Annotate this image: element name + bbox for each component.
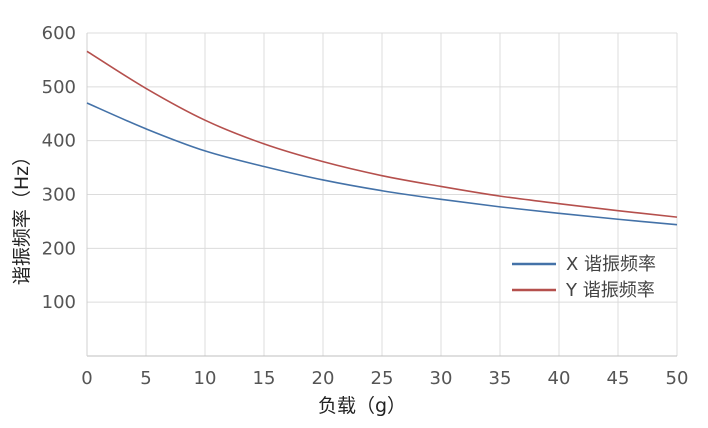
y-tick-label: 100 <box>42 292 76 313</box>
legend-label: Y 谐振频率 <box>565 280 655 301</box>
x-tick-label: 15 <box>253 368 276 389</box>
x-tick-label: 0 <box>81 368 92 389</box>
series-line-2 <box>86 50 678 218</box>
grid-lines <box>87 32 678 356</box>
x-tick-label: 45 <box>607 368 630 389</box>
series-line-1 <box>86 102 678 226</box>
y-axis-title: 谐振频率（Hz） <box>11 147 33 285</box>
legend-label: X 谐振频率 <box>566 254 656 275</box>
axes <box>86 33 677 357</box>
x-axis-title: 负载（g） <box>318 395 406 417</box>
y-tick-label: 200 <box>42 238 76 259</box>
y-tick-label: 400 <box>42 131 76 152</box>
legend: X 谐振频率 Y 谐振频率 <box>512 254 656 301</box>
y-tick-label: 300 <box>42 185 76 206</box>
x-tick-label: 35 <box>489 368 512 389</box>
y-tick-label: 500 <box>42 77 76 98</box>
x-tick-label: 40 <box>548 368 571 389</box>
x-tick-label: 20 <box>312 368 335 389</box>
x-tick-label: 5 <box>140 368 151 389</box>
y-tick-label: 600 <box>42 23 76 44</box>
x-tick-label: 50 <box>666 368 689 389</box>
tick-labels: 0 5 10 15 20 25 30 35 40 45 50 100 200 300 400 500 600 <box>42 23 689 389</box>
x-tick-label: 25 <box>371 368 394 389</box>
series-lines <box>86 50 678 226</box>
x-tick-label: 10 <box>194 368 217 389</box>
x-tick-label: 30 <box>430 368 453 389</box>
